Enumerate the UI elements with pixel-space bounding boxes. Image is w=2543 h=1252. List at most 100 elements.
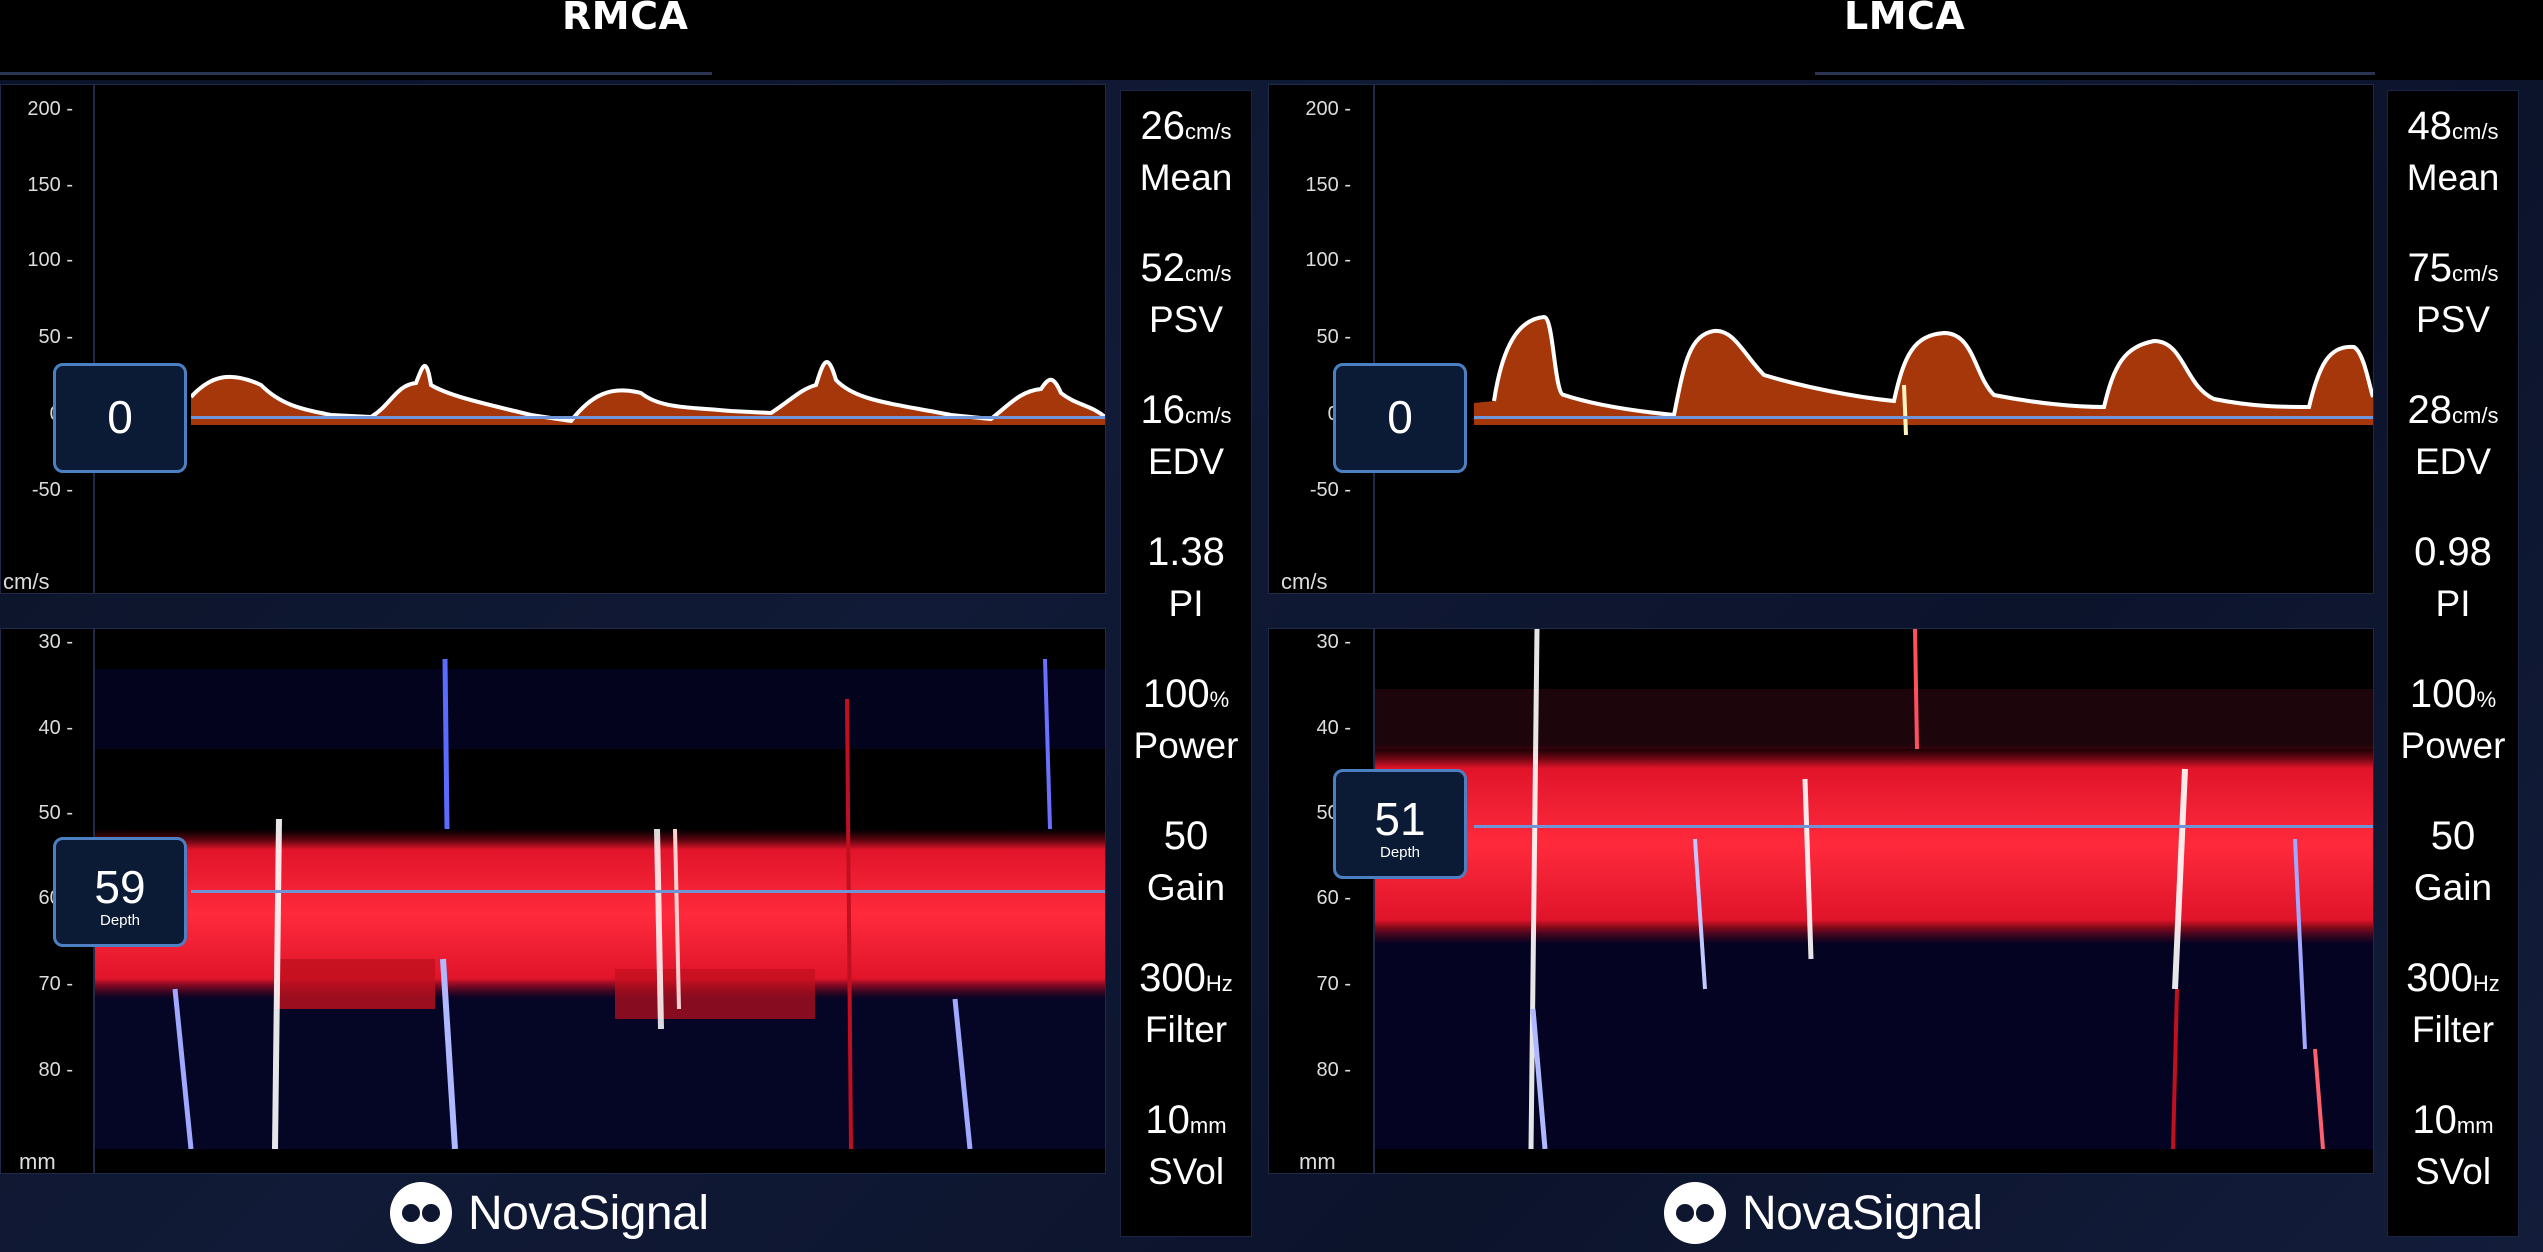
stat-label: PSV [2415, 299, 2491, 340]
stat-value: 26 [1140, 104, 1186, 148]
stat-unit: mm [2456, 1113, 2494, 1138]
stat-label: PI [2435, 583, 2471, 624]
y-axis-line [1373, 85, 1375, 593]
stat-label: Mean [1139, 157, 1233, 198]
stat-gain: 50 Gain [2388, 813, 2518, 911]
stat-value: 75 [2407, 246, 2453, 290]
baseline-marker[interactable]: 0 [1333, 363, 1467, 473]
stat-unit: cm/s [2452, 261, 2499, 286]
depth-tick: 30 - [1316, 631, 1351, 653]
depth-tick: 40 - [1316, 717, 1351, 739]
stat-value: 28 [2407, 388, 2453, 432]
depth-value: 59 [94, 861, 146, 913]
baseline-value: 0 [1387, 391, 1413, 443]
y-axis-line [1373, 629, 1375, 1173]
stat-label: Filter [1144, 1009, 1228, 1050]
depth-tick: 70 - [38, 973, 73, 995]
depth-value: 51 [1374, 793, 1426, 845]
mmode-panel[interactable]: 30 - 40 - 50 - 60 - 70 - 80 - mm [0, 628, 1106, 1174]
velocity-tick: 200 - [27, 98, 73, 120]
stat-power: 100% Power [1121, 671, 1251, 769]
baseline-marker[interactable]: 0 [53, 363, 187, 473]
depth-tick: 70 - [1316, 973, 1351, 995]
stat-unit: mm [1189, 1113, 1227, 1138]
stat-unit: cm/s [2452, 119, 2499, 144]
stat-label: Gain [2413, 867, 2493, 908]
depth-marker[interactable]: 59 Depth [53, 837, 187, 947]
spectral-panel[interactable]: 200 - 150 - 100 - 50 - 0 - -50 - cm/s 0 [0, 84, 1106, 594]
baseline-value: 0 [107, 391, 133, 443]
stat-label: SVol [2414, 1151, 2492, 1192]
stat-unit: % [1209, 687, 1230, 712]
stat-psv: 75cm/s PSV [2388, 245, 2518, 343]
stat-svol: 10mm SVol [2388, 1097, 2518, 1195]
stat-value: 50 [1163, 814, 1209, 858]
mmode-image [1375, 629, 2373, 1149]
stats-column: 26cm/s Mean 52cm/s PSV 16cm/s EDV 1.38 P… [1120, 90, 1252, 1237]
novasignal-logo: NovaSignal [390, 1182, 709, 1244]
y-axis-line [93, 85, 95, 593]
stat-label: EDV [2414, 441, 2492, 482]
stat-unit: Hz [2472, 971, 2500, 996]
depth-tick: 80 - [38, 1059, 73, 1081]
spectral-waveform [191, 360, 1105, 425]
depth-label: Depth [1379, 844, 1421, 861]
stat-label: PSV [1148, 299, 1224, 340]
stat-gain: 50 Gain [1121, 813, 1251, 911]
stat-value: 300 [1139, 956, 1206, 1000]
stat-value: 100 [1142, 672, 1210, 716]
stat-label: EDV [1147, 441, 1225, 482]
stat-label: SVol [1147, 1151, 1225, 1192]
spectral-panel[interactable]: 200 - 150 - 100 - 50 - 0 - -50 - cm/s 0 [1268, 84, 2374, 594]
velocity-unit: cm/s [1281, 569, 1328, 594]
velocity-tick: -50 - [1309, 479, 1351, 501]
velocity-tick: 100 - [27, 249, 73, 271]
stat-unit: Hz [1205, 971, 1233, 996]
stat-label: Mean [2406, 157, 2500, 198]
channel-title: LMCA [1844, 0, 1966, 38]
title-underline [1815, 72, 2375, 75]
stat-value: 0.98 [2414, 530, 2492, 574]
stat-edv: 16cm/s EDV [1121, 387, 1251, 485]
stat-value: 16 [1140, 388, 1186, 432]
baseline-line [1474, 416, 2373, 419]
stat-mean: 26cm/s Mean [1121, 103, 1251, 201]
stat-label: Gain [1146, 867, 1226, 908]
stat-psv: 52cm/s PSV [1121, 245, 1251, 343]
stat-unit: cm/s [1185, 261, 1232, 286]
stat-label: Power [2400, 725, 2506, 766]
stats-column: 48cm/s Mean 75cm/s PSV 28cm/s EDV 0.98 P… [2387, 90, 2519, 1237]
stat-filter: 300Hz Filter [1121, 955, 1251, 1053]
baseline-line [191, 416, 1105, 419]
stat-label: Power [1133, 725, 1239, 766]
stat-pi: 1.38 PI [1121, 529, 1251, 627]
stat-power: 100% Power [2388, 671, 2518, 769]
stat-value: 50 [2430, 814, 2476, 858]
velocity-tick: 200 - [1305, 98, 1351, 120]
title-underline [0, 72, 712, 75]
stat-label: Filter [2411, 1009, 2495, 1050]
velocity-tick: -50 - [31, 479, 73, 501]
depth-unit: mm [19, 1149, 56, 1174]
velocity-unit: cm/s [3, 569, 50, 594]
velocity-tick: 50 - [38, 326, 73, 348]
stat-label: PI [1168, 583, 1204, 624]
novasignal-logo: NovaSignal [1664, 1182, 1983, 1244]
velocity-tick: 50 - [1316, 326, 1351, 348]
depth-unit: mm [1299, 1149, 1336, 1174]
depth-marker[interactable]: 51 Depth [1333, 769, 1467, 879]
depth-tick: 50 - [38, 802, 73, 824]
stat-edv: 28cm/s EDV [2388, 387, 2518, 485]
stat-filter: 300Hz Filter [2388, 955, 2518, 1053]
mmode-panel[interactable]: 30 - 40 - 50 - 60 - 70 - 80 - mm [1268, 628, 2374, 1174]
stat-unit: % [2476, 687, 2497, 712]
stat-pi: 0.98 PI [2388, 529, 2518, 627]
novasignal-logo-icon [1664, 1182, 1726, 1244]
stat-value: 100 [2409, 672, 2477, 716]
depth-tick: 40 - [38, 717, 73, 739]
depth-line [191, 890, 1105, 893]
channel-title: RMCA [562, 0, 689, 38]
depth-tick: 30 - [38, 631, 73, 653]
depth-label: Depth [99, 912, 141, 929]
velocity-tick: 100 - [1305, 249, 1351, 271]
